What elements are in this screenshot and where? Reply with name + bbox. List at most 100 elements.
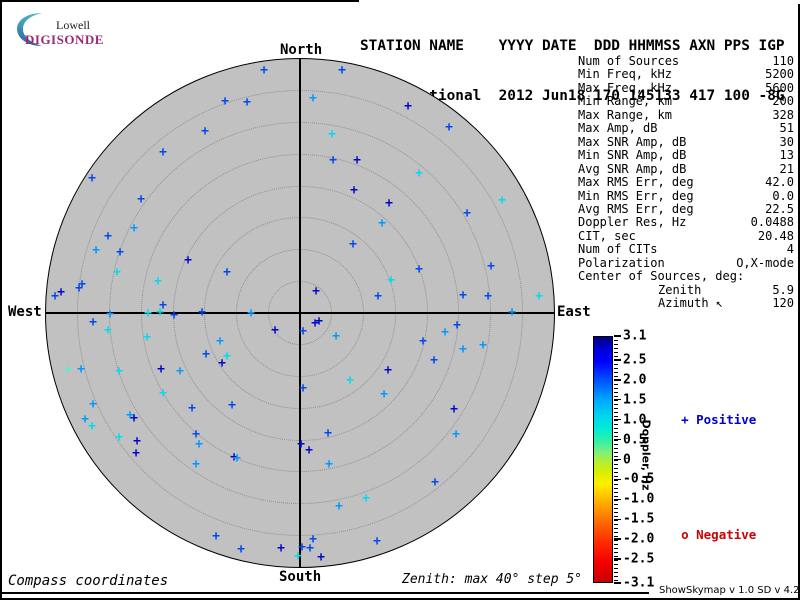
source-point: + <box>452 427 460 443</box>
stats-label: Min Freq, kHz <box>578 67 672 82</box>
source-point: + <box>306 541 314 557</box>
stats-row: Zenith 5.9 <box>578 283 794 297</box>
source-point: + <box>484 289 492 305</box>
source-point: + <box>64 362 72 378</box>
colorbar-tick <box>614 558 621 560</box>
station-header-columns: STATION NAME YYYY DATE DDD HHMMSS AXN PP… <box>360 38 785 54</box>
source-point: + <box>106 307 114 323</box>
source-point: + <box>89 315 97 331</box>
source-point: + <box>315 314 323 330</box>
colorbar-tick-label: -2.0 <box>623 531 655 547</box>
source-point: + <box>176 364 184 380</box>
stats-label: Center of Sources, deg: <box>578 269 745 284</box>
source-point: + <box>311 316 319 332</box>
stats-row: Min SNR Amp, dB 13 <box>578 148 794 162</box>
compass-label-north: North <box>280 42 323 58</box>
source-point: + <box>88 419 96 435</box>
source-point: + <box>223 349 231 365</box>
stats-row: Min RMS Err, deg 0.0 <box>578 189 794 203</box>
stats-row: Avg RMS Err, deg 22.5 <box>578 201 794 216</box>
legend-negative: o Negative <box>666 512 756 542</box>
source-point: + <box>338 63 346 79</box>
source-point: + <box>228 398 236 414</box>
source-point: + <box>89 397 97 413</box>
version-caption: ShowSkymap v 1.0 SD v 4.2 <box>659 585 800 596</box>
stats-value: 120 <box>772 296 794 311</box>
source-point: + <box>57 285 65 301</box>
source-point: + <box>508 305 516 321</box>
stats-row: CIT, sec 20.48 <box>578 228 794 243</box>
stats-panel: Num of Sources 110 Min Freq, kHz 5200 Max Fr… <box>578 54 794 311</box>
source-point: + <box>243 95 251 111</box>
logo-product: DIGISONDE <box>25 32 104 47</box>
window-border-bottom <box>0 598 800 600</box>
stats-label: Avg SNR Amp, dB <box>578 161 687 176</box>
stats-row: Num of Sources 110 <box>578 54 794 68</box>
colorbar-tick <box>614 538 621 540</box>
stats-row: Max Range, km 328 <box>578 108 794 122</box>
source-point: + <box>115 430 123 446</box>
stats-label: Avg RMS Err, deg <box>578 201 694 216</box>
source-point: + <box>51 289 59 305</box>
source-point: + <box>154 274 162 290</box>
source-point: + <box>75 281 83 297</box>
stats-row: Center of Sources, deg: <box>578 269 794 284</box>
stats-label: CIT, sec <box>578 228 636 243</box>
crescent-icon <box>17 13 42 46</box>
logo-name: Lowell <box>56 18 90 32</box>
colorbar-tick <box>614 398 621 401</box>
source-point: + <box>384 363 392 379</box>
colorbar-tick-label: 2.5 <box>623 352 647 368</box>
stats-label: Doppler Res, Hz <box>578 215 687 230</box>
source-point: + <box>260 63 268 79</box>
colorbar-tick-label: 2.0 <box>623 372 647 388</box>
source-point: + <box>159 298 167 314</box>
window-border-right <box>798 4 800 600</box>
compass-label-east: East <box>557 304 591 320</box>
source-point: + <box>309 91 317 107</box>
source-point: + <box>297 437 305 453</box>
source-point: + <box>188 401 196 417</box>
colorbar-tick-label: -2.5 <box>623 551 655 567</box>
lowell-digisonde-logo: Lowell DIGISONDE <box>8 6 138 48</box>
source-point: + <box>373 534 381 550</box>
source-point: + <box>430 353 438 369</box>
source-point: + <box>143 330 151 346</box>
source-point: + <box>132 446 140 462</box>
source-point: + <box>271 323 279 339</box>
window-border-left <box>0 0 2 598</box>
source-point: + <box>441 325 449 341</box>
legend-positive-label: Positive <box>696 412 757 427</box>
source-point: + <box>350 183 358 199</box>
source-point: + <box>299 324 307 340</box>
stats-row: Num of CITs 4 <box>578 242 794 256</box>
source-point: + <box>332 329 340 345</box>
colorbar-tick <box>614 518 621 520</box>
stats-label: Max Amp, dB <box>578 121 658 136</box>
source-point: + <box>237 542 245 558</box>
stats-row: Max SNR Amp, dB 30 <box>578 134 794 149</box>
colorbar-tick <box>614 458 621 461</box>
stats-label: Polarization <box>578 255 665 270</box>
source-point: + <box>404 99 412 115</box>
source-point: + <box>137 192 145 208</box>
source-point: + <box>195 437 203 453</box>
source-point: + <box>192 427 200 443</box>
source-point: + <box>277 541 285 557</box>
stats-row: Min Range, km 200 <box>578 94 794 108</box>
doppler-colorbar <box>593 336 613 583</box>
stats-label: Max Freq, kHz <box>578 80 672 95</box>
source-point: + <box>380 387 388 403</box>
stats-row: Max Freq, kHz 5600 <box>578 80 794 95</box>
stats-row: Max Amp, dB 51 <box>578 121 794 136</box>
window-border-top <box>0 0 359 2</box>
stats-label: Max SNR Amp, dB <box>578 134 687 149</box>
stats-label: Azimuth ↖ <box>658 296 724 311</box>
source-point: + <box>133 434 141 450</box>
source-point: + <box>294 549 302 565</box>
source-point: + <box>92 243 100 259</box>
source-point: + <box>233 451 241 467</box>
colorbar-tick <box>614 379 621 381</box>
source-point: + <box>157 362 165 378</box>
source-point: + <box>453 318 461 334</box>
